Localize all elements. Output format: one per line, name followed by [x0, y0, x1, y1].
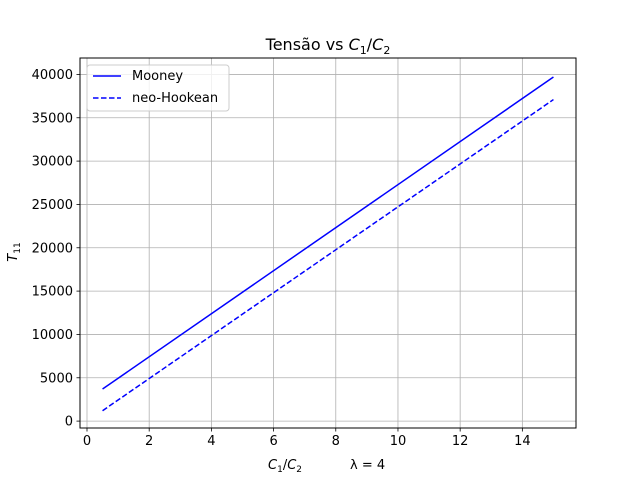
x-axis-label: C1/C2 λ = 4 [268, 458, 385, 475]
x-tick-label: 6 [269, 434, 277, 449]
x-tick-label: 12 [452, 434, 469, 449]
y-tick-label: 5000 [40, 371, 73, 386]
y-tick-label: 25000 [32, 198, 73, 213]
chart-title: Tensão vs C1/C2 [265, 35, 391, 57]
y-tick-label: 10000 [32, 328, 73, 343]
legend-box [86, 64, 230, 112]
y-tick-label: 35000 [32, 111, 73, 126]
x-tick-label: 2 [145, 434, 153, 449]
axes-frame [79, 57, 577, 429]
series-line-mooney [102, 76, 554, 390]
x-tick-label: 4 [207, 434, 215, 449]
y-tick-label: 20000 [32, 241, 73, 256]
axis-ticks: 0 2 4 6 8 10 12 14 0 5000 10000 15000 20000 25000 3000… [32, 68, 531, 449]
series-layer [102, 76, 554, 412]
x-tick-label: 14 [514, 434, 531, 449]
y-tick-label: 15000 [32, 285, 73, 300]
y-axis-label: T11 [6, 242, 23, 261]
legend-label-mooney: Mooney [132, 69, 183, 84]
x-tick-label: 10 [390, 434, 407, 449]
y-tick-label: 0 [65, 415, 73, 430]
legend: Mooney neo-Hookean [86, 64, 230, 112]
series-line-neo-hookean [102, 98, 554, 412]
y-tick-label: 30000 [32, 155, 73, 170]
y-tick-label: 40000 [32, 68, 73, 83]
x-tick-label: 8 [332, 434, 340, 449]
legend-label-neo-hookean: neo-Hookean [132, 91, 218, 106]
x-tick-label: 0 [83, 434, 91, 449]
grid-lines [80, 58, 576, 428]
